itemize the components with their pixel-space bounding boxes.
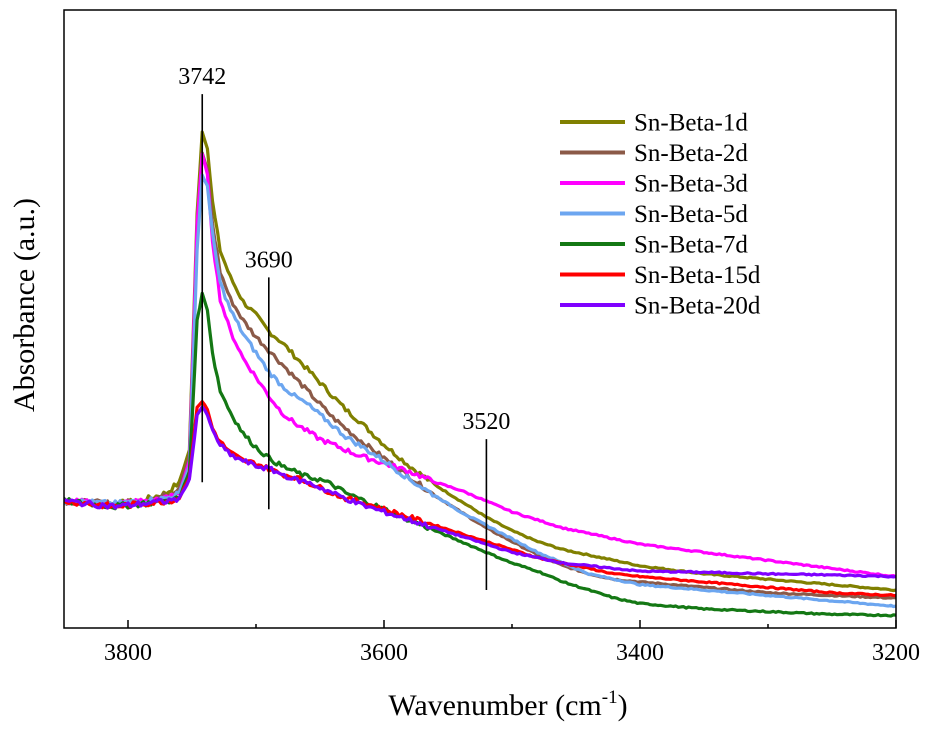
x-axis-title-main: Wavenumber (cm bbox=[388, 689, 601, 722]
legend-label-sn-beta-2d: Sn-Beta-2d bbox=[634, 140, 748, 167]
legend-label-sn-beta-1d: Sn-Beta-1d bbox=[634, 110, 748, 137]
x-axis-title-superscript: -1 bbox=[602, 687, 618, 708]
x-tick-label: 3800 bbox=[104, 640, 152, 666]
legend-label-sn-beta-20d: Sn-Beta-20d bbox=[634, 293, 761, 320]
series-line-sn-beta-7d bbox=[64, 291, 896, 618]
plot-frame bbox=[63, 9, 897, 629]
legend: Sn-Beta-1d Sn-Beta-2d Sn-Beta-3d Sn-Beta-5d… bbox=[560, 110, 761, 320]
x-tick-label: 3400 bbox=[616, 640, 664, 666]
legend-label-sn-beta-7d: Sn-Beta-7d bbox=[634, 232, 748, 259]
x-tick-label: 3600 bbox=[360, 640, 408, 666]
legend-label-sn-beta-15d: Sn-Beta-15d bbox=[634, 262, 761, 289]
annotation-layer: 3742 3690 3520 bbox=[178, 64, 510, 591]
x-axis-title: Wavenumber (cm-1) bbox=[388, 687, 627, 722]
x-tick-label: 3200 bbox=[872, 640, 920, 666]
legend-label-sn-beta-5d: Sn-Beta-5d bbox=[634, 201, 748, 228]
annotation-label-3690: 3690 bbox=[245, 247, 293, 273]
y-axis-title: Absorbance (a.u.) bbox=[8, 198, 41, 412]
series-layer bbox=[64, 130, 896, 618]
x-axis-title-close: ) bbox=[618, 689, 628, 722]
annotation-label-3520: 3520 bbox=[462, 409, 510, 435]
legend-label-sn-beta-3d: Sn-Beta-3d bbox=[634, 171, 748, 198]
series-line-sn-beta-2d bbox=[64, 151, 896, 600]
x-axis-ticks: 3800 3600 3400 3200 bbox=[104, 620, 920, 666]
plot-area bbox=[64, 130, 896, 618]
annotation-label-3742: 3742 bbox=[178, 64, 226, 90]
